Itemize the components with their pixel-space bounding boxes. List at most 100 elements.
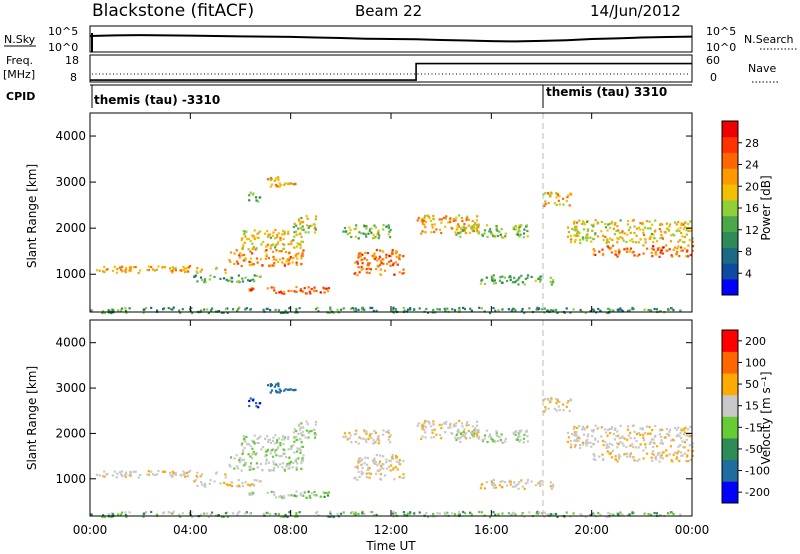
- power-echo-cell: [273, 179, 276, 182]
- power-echo-cell: [683, 235, 687, 239]
- power-echo-cell: [526, 274, 530, 277]
- velocity-echo-cell: [426, 515, 430, 518]
- power-echo-cell: [615, 229, 618, 233]
- velocity-echo-cell: [395, 460, 398, 463]
- velocity-echo-cell: [509, 483, 512, 486]
- power-echo-cell: [465, 218, 468, 222]
- power-echo-cell: [435, 228, 438, 231]
- velocity-echo-cell: [440, 437, 443, 440]
- power-echo-cell: [242, 253, 246, 256]
- velocity-echo-cell: [365, 430, 368, 433]
- power-echo-cell: [513, 308, 516, 311]
- power-echo-cell: [290, 242, 293, 245]
- power-echo-cell: [275, 177, 278, 180]
- power-echo-cell: [196, 267, 199, 270]
- velocity-echo-cell: [90, 513, 93, 516]
- power-echo-cell: [132, 265, 135, 269]
- power-echo-cell: [601, 234, 605, 237]
- velocity-echo-cell: [365, 476, 368, 479]
- power-echo-cell: [616, 225, 619, 228]
- power-echo-cell: [391, 249, 394, 252]
- power-echo-cell: [467, 224, 470, 227]
- velocity-echo-cell: [398, 458, 401, 462]
- power-echo-cell: [238, 254, 241, 257]
- velocity-echo-cell: [374, 461, 378, 464]
- velocity-echo-cell: [172, 472, 175, 475]
- velocity-echo-cell: [248, 399, 251, 403]
- velocity-echo-cell: [118, 471, 122, 474]
- power-echo-cell: [608, 247, 611, 251]
- range-tick-label: 3000: [55, 175, 86, 189]
- velocity-echo-cell: [612, 513, 615, 516]
- station-title: Blackstone (fitACF): [92, 1, 254, 21]
- velocity-echo-cell: [621, 514, 625, 517]
- power-echo-cell: [440, 231, 443, 235]
- power-echo-cell: [646, 227, 649, 230]
- velocity-echo-cell: [659, 456, 662, 459]
- velocity-echo-cell: [621, 442, 624, 445]
- velocity-echo-cell: [621, 435, 624, 438]
- power-echo-cell: [252, 235, 255, 239]
- power-echo-cell: [201, 278, 204, 282]
- velocity-echo-cell: [402, 473, 405, 476]
- velocity-echo-cell: [281, 448, 285, 451]
- velocity-echo-cell: [395, 456, 399, 459]
- power-echo-cell: [459, 227, 462, 230]
- velocity-echo-cell: [357, 459, 360, 462]
- power-echo-cell: [477, 225, 480, 228]
- power-echo-cell: [635, 234, 638, 237]
- power-echo-cell: [287, 259, 290, 262]
- power-echo-cell: [283, 264, 287, 267]
- velocity-echo-cell: [447, 426, 450, 429]
- velocity-echo-cell: [110, 512, 113, 515]
- velocity-echo-cell: [391, 456, 394, 459]
- velocity-echo-cell: [562, 409, 565, 412]
- power-echo-cell: [274, 308, 277, 312]
- nsky-left-tick-bottom: 10^0: [48, 41, 78, 54]
- velocity-echo-cell: [370, 436, 373, 440]
- velocity-echo-cell: [682, 428, 685, 432]
- velocity-echo-cell: [317, 514, 320, 517]
- velocity-echo-cell: [276, 448, 279, 451]
- velocity-echo-cell: [229, 483, 232, 487]
- power-echo-cell: [538, 276, 541, 279]
- power-echo-cell: [569, 241, 573, 244]
- power-echo-cell: [264, 257, 267, 260]
- velocity-echo-cell: [378, 460, 382, 463]
- velocity-echo-cell: [339, 512, 343, 515]
- velocity-echo-cell: [269, 441, 272, 444]
- power-echo-cell: [616, 255, 619, 258]
- power-echo-cell: [432, 308, 435, 312]
- velocity-echo-cell: [209, 479, 212, 482]
- velocity-echo-cell: [620, 513, 623, 516]
- power-echo-cell: [255, 199, 258, 202]
- power-echo-cell: [295, 290, 298, 294]
- power-echo-cell: [650, 247, 654, 250]
- velocity-echo-cell: [265, 450, 268, 453]
- power-echo-cell: [579, 308, 582, 312]
- velocity-echo-cell: [514, 485, 517, 488]
- power-echo-cell: [424, 220, 428, 224]
- velocity-echo-cell: [367, 467, 370, 470]
- power-echo-cell: [461, 228, 464, 232]
- velocity-echo-cell: [433, 428, 436, 431]
- power-echo-cell: [367, 232, 370, 235]
- velocity-echo-cell: [269, 469, 272, 472]
- power-echo-cell: [626, 233, 629, 236]
- velocity-echo-cell: [119, 513, 123, 516]
- power-echo-cell: [666, 227, 669, 230]
- velocity-echo-cell: [243, 464, 246, 467]
- power-echo-cell: [313, 227, 316, 230]
- velocity-echo-cell: [295, 513, 298, 517]
- velocity-echo-cell: [391, 468, 395, 471]
- velocity-echo-cell: [174, 471, 177, 474]
- velocity-echo-cell: [259, 462, 262, 466]
- power-echo-cell: [514, 225, 517, 228]
- power-echo-cell: [687, 229, 690, 233]
- velocity-echo-cell: [636, 459, 639, 462]
- power-echo-cell: [287, 230, 290, 233]
- velocity-echo-cell: [642, 436, 645, 440]
- power-echo-cell: [598, 250, 601, 253]
- power-echo-cell: [250, 278, 253, 282]
- velocity-echo-cell: [608, 427, 611, 431]
